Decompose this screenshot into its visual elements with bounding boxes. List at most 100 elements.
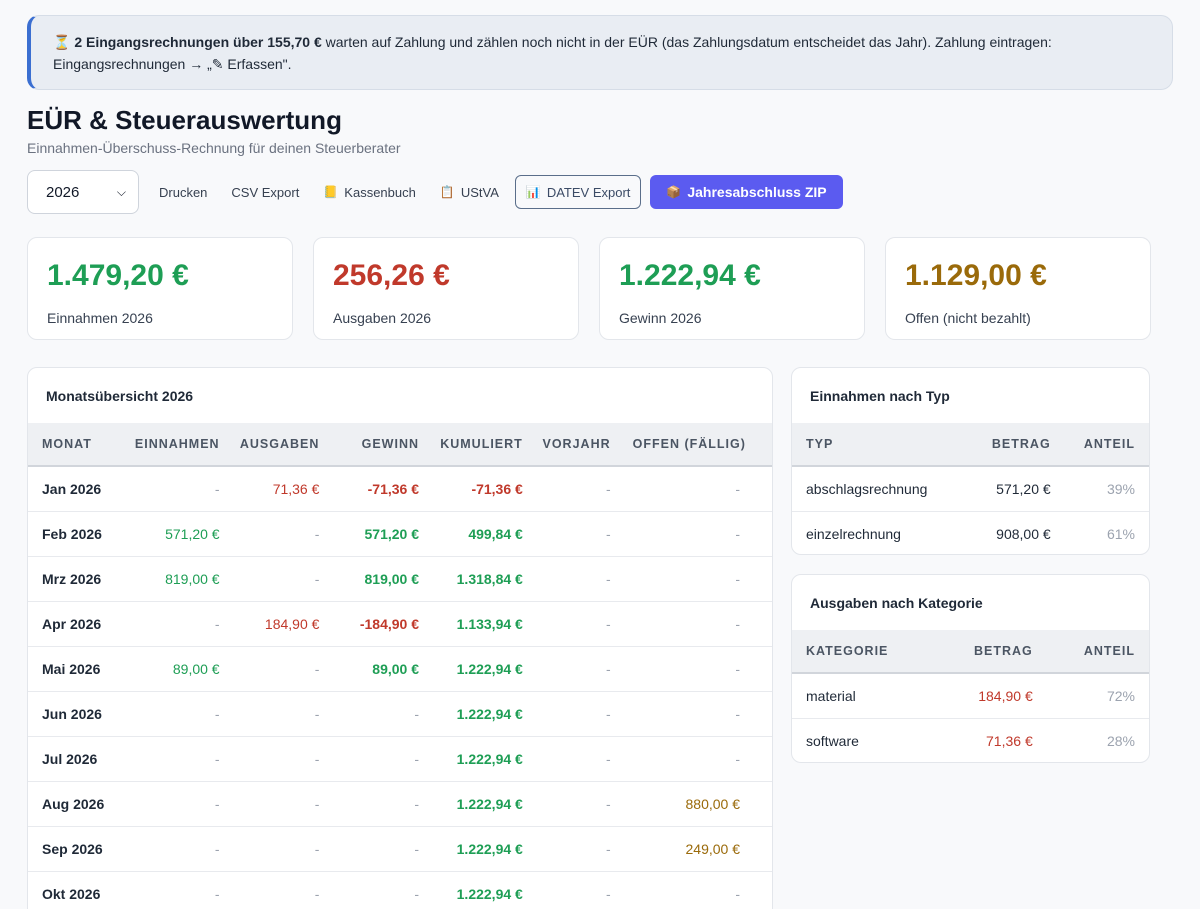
cumulative-cell: 1.222,94 € — [419, 781, 523, 827]
month-cell: Jul 2026 — [28, 736, 128, 782]
expenses-cell: - — [219, 691, 320, 737]
kpi-expenses: 256,26 € Ausgaben 2026 — [313, 237, 579, 340]
table-row: Jan 2026 - 71,36 € -71,36 € -71,36 € - - — [28, 466, 772, 512]
expenses-by-category-card: Ausgaben nach Kategorie Kategorie Betrag… — [791, 574, 1150, 763]
income-cell: - — [127, 871, 220, 909]
table-row: abschlagsrechnung 571,20 € 39% — [792, 466, 1149, 512]
col-profit: Gewinn — [319, 423, 420, 467]
previous-year-cell: - — [522, 826, 611, 872]
ledger-icon: 📒 — [323, 185, 339, 199]
previous-year-cell: - — [522, 466, 611, 512]
bar-chart-icon: 📊 — [525, 185, 541, 199]
datev-export-button[interactable]: 📊 DATEV Export — [514, 175, 642, 209]
clipboard-icon: 📋 — [439, 185, 455, 199]
table-row: Mrz 2026 819,00 € - 819,00 € 1.318,84 € … — [28, 556, 772, 602]
cumulative-cell: 1.222,94 € — [419, 736, 523, 782]
profit-cell: - — [319, 691, 420, 737]
previous-year-cell: - — [522, 781, 611, 827]
income-cell: 89,00 € — [127, 646, 220, 692]
month-cell: Jun 2026 — [28, 691, 128, 737]
income-cell: - — [127, 826, 220, 872]
open-due-cell: - — [610, 511, 772, 557]
chevron-down-icon: ⌵ — [116, 184, 126, 199]
col-previous-year: Vorjahr — [522, 423, 611, 467]
amount-cell: 71,36 € — [986, 732, 1033, 749]
profit-cell: - — [319, 736, 420, 782]
year-select-value: 2026 — [46, 183, 80, 201]
cumulative-cell: 499,84 € — [419, 511, 523, 557]
income-by-type-card: Einnahmen nach Typ Typ Betrag Anteil abs… — [791, 367, 1150, 555]
monthly-overview-card: Monatsübersicht 2026 Monat Einnahmen Aus… — [27, 367, 773, 909]
expenses-cell: - — [219, 511, 320, 557]
category-cell: material — [792, 673, 961, 719]
expenses-cell: 71,36 € — [219, 466, 320, 512]
income-by-type-table: Typ Betrag Anteil abschlagsrechnung 571,… — [792, 423, 1149, 554]
expenses-by-category-table: Kategorie Betrag Anteil material 184,90 … — [792, 630, 1149, 762]
annual-zip-button[interactable]: 📦 Jahresabschluss ZIP — [650, 175, 843, 209]
year-select[interactable]: 2026 ⌵ — [27, 170, 139, 214]
kpi-income: 1.479,20 € Einnahmen 2026 — [27, 237, 293, 340]
col-month: Monat — [28, 423, 128, 467]
profit-cell: - — [319, 871, 420, 909]
previous-year-cell: - — [522, 871, 611, 909]
open-due-cell: - — [610, 646, 772, 692]
col-cumulative: Kumuliert — [419, 423, 523, 467]
cashbook-label: Kassenbuch — [344, 184, 416, 200]
cumulative-cell: -71,36 € — [419, 466, 523, 512]
monthly-overview-title: Monatsübersicht 2026 — [46, 387, 194, 404]
table-row: Apr 2026 - 184,90 € -184,90 € 1.133,94 €… — [28, 601, 772, 647]
col-share: Anteil — [1032, 630, 1149, 674]
table-row: material 184,90 € 72% — [792, 673, 1149, 719]
open-due-cell: - — [610, 736, 772, 782]
col-amount: Betrag — [985, 423, 1051, 467]
pending-invoices-notice: ⏳ 2 Eingangsrechnungen über 155,70 € war… — [27, 15, 1173, 90]
amount-cell: 184,90 € — [960, 673, 1033, 719]
amount-cell: 908,00 € — [996, 525, 1051, 542]
profit-cell: - — [319, 781, 420, 827]
month-cell: Apr 2026 — [28, 601, 128, 647]
kpi-profit-label: Gewinn 2026 — [619, 310, 702, 326]
income-cell: - — [127, 466, 220, 512]
type-cell: einzelrechnung — [806, 525, 901, 542]
expenses-cell: 184,90 € — [219, 601, 320, 647]
print-label: Drucken — [159, 184, 208, 200]
page-subtitle: Einnahmen-Überschuss-Rechnung für deinen… — [27, 140, 401, 156]
profit-cell: -71,36 € — [319, 466, 420, 512]
cumulative-cell: 1.222,94 € — [419, 646, 523, 692]
print-button[interactable]: Drucken — [147, 175, 219, 209]
kpi-expenses-value: 256,26 € — [333, 259, 450, 292]
table-row: Mai 2026 89,00 € - 89,00 € 1.222,94 € - … — [28, 646, 772, 692]
previous-year-cell: - — [522, 556, 611, 602]
month-cell: Jan 2026 — [28, 466, 128, 512]
profit-cell: 819,00 € — [319, 556, 420, 602]
month-cell: Aug 2026 — [28, 781, 128, 827]
previous-year-cell: - — [522, 601, 611, 647]
income-type-header-row: Typ Betrag Anteil — [792, 423, 1149, 467]
page-title: EÜR & Steuerauswertung — [27, 105, 342, 135]
open-due-cell: - — [610, 466, 772, 512]
kpi-open-value: 1.129,00 € — [905, 259, 1047, 292]
income-cell: - — [127, 736, 220, 782]
open-due-cell: - — [610, 556, 772, 602]
col-amount: Betrag — [960, 630, 1033, 674]
ustva-button[interactable]: 📋 UStVA — [428, 175, 511, 209]
cumulative-cell: 1.318,84 € — [419, 556, 523, 602]
type-cell: abschlagsrechnung — [792, 466, 986, 512]
table-row: Jun 2026 - - - 1.222,94 € - - — [28, 691, 772, 737]
open-due-cell: - — [610, 691, 772, 737]
notice-text: warten auf Zahlung und zählen noch nicht… — [53, 34, 1052, 72]
kpi-expenses-label: Ausgaben 2026 — [333, 310, 432, 326]
table-row: einzelrechnung 908,00 € 61% — [792, 511, 1149, 554]
month-cell: Mai 2026 — [28, 646, 128, 692]
cashbook-button[interactable]: 📒 Kassenbuch — [311, 175, 428, 209]
col-category: Kategorie — [792, 630, 961, 674]
monthly-table: Monat Einnahmen Ausgaben Gewinn Kumulier… — [28, 423, 772, 909]
previous-year-cell: - — [522, 646, 611, 692]
table-row: Sep 2026 - - - 1.222,94 € - 249,00 € — [28, 826, 772, 872]
col-open-due: Offen (fällig) — [610, 423, 772, 467]
hourglass-icon: ⏳ — [53, 34, 71, 50]
csv-export-button[interactable]: CSV Export — [219, 175, 311, 209]
open-due-cell: - — [610, 871, 772, 909]
cumulative-cell: 1.222,94 € — [419, 871, 523, 909]
kpi-open: 1.129,00 € Offen (nicht bezahlt) — [885, 237, 1151, 340]
